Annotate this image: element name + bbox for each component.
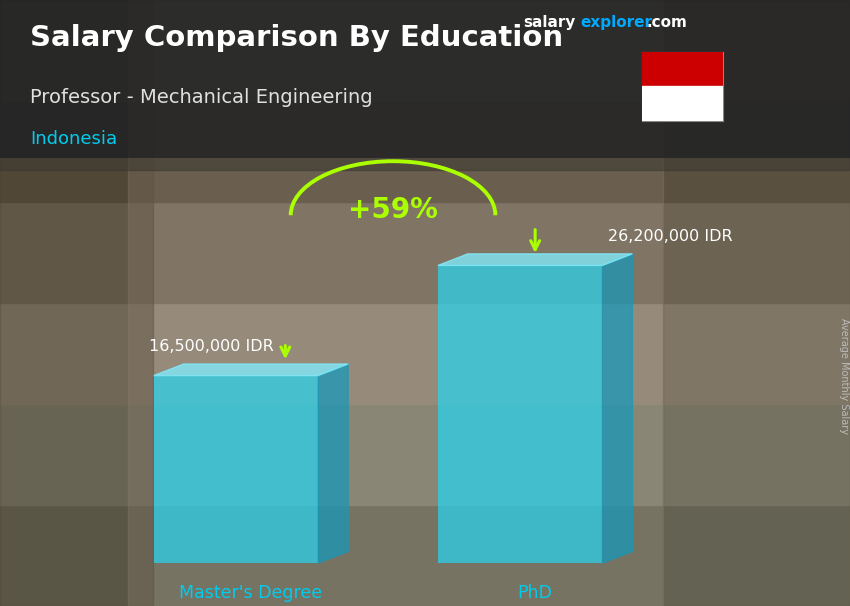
Text: Average Monthly Salary: Average Monthly Salary (839, 318, 849, 434)
Text: +59%: +59% (348, 196, 438, 224)
Text: 16,500,000 IDR: 16,500,000 IDR (149, 339, 274, 355)
Text: PhD: PhD (518, 584, 552, 602)
Text: Indonesia: Indonesia (30, 130, 116, 148)
Text: Professor - Mechanical Engineering: Professor - Mechanical Engineering (30, 88, 372, 107)
Polygon shape (154, 364, 348, 376)
Polygon shape (318, 364, 348, 563)
Text: 26,200,000 IDR: 26,200,000 IDR (608, 229, 733, 244)
Text: Salary Comparison By Education: Salary Comparison By Education (30, 24, 563, 52)
Polygon shape (603, 254, 632, 563)
Polygon shape (438, 254, 632, 265)
Text: salary: salary (523, 15, 575, 30)
Text: Master's Degree: Master's Degree (179, 584, 322, 602)
Text: explorer: explorer (581, 15, 653, 30)
FancyBboxPatch shape (438, 265, 603, 563)
Text: .com: .com (647, 15, 688, 30)
FancyBboxPatch shape (154, 376, 318, 563)
FancyBboxPatch shape (0, 0, 850, 158)
Bar (642, 87, 722, 121)
Bar (642, 52, 722, 87)
